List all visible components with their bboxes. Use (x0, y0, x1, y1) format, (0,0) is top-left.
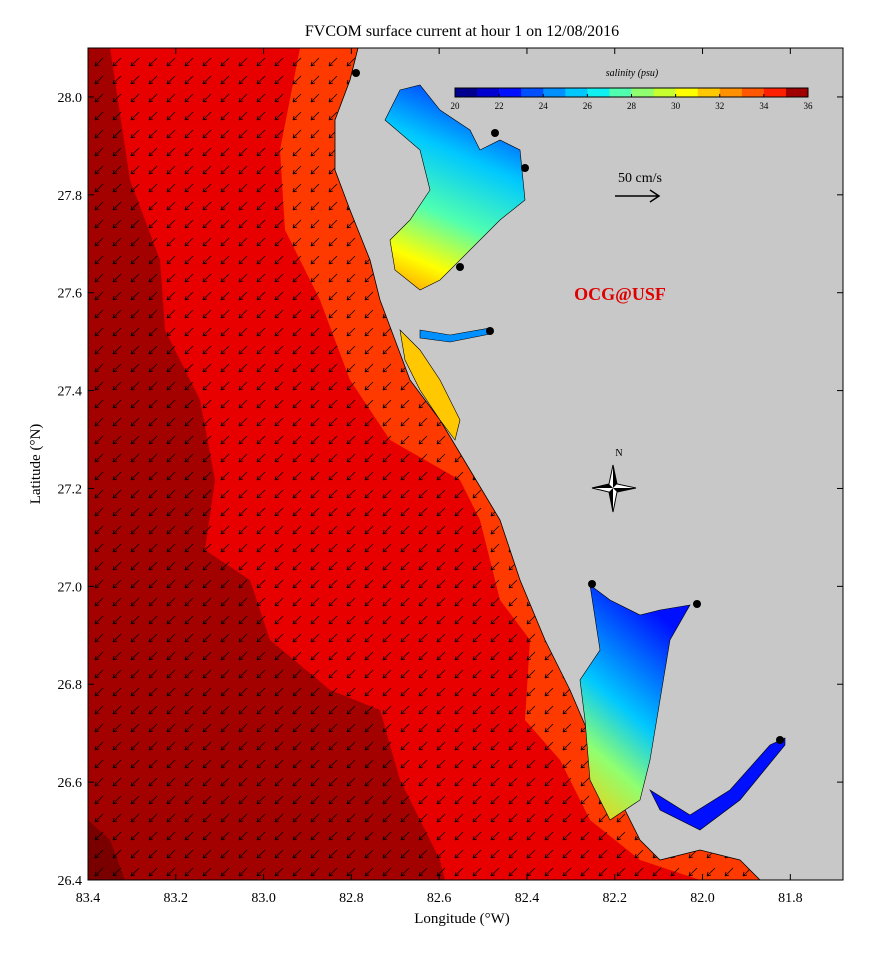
colorbar-swatch (587, 88, 610, 97)
colorbar-swatch (455, 88, 478, 97)
colorbar-tick-label: 30 (671, 101, 681, 111)
sarasota-bay (399, 329, 461, 441)
x-axis-label: Longitude (°W) (414, 911, 510, 927)
colorbar-swatch (653, 88, 676, 97)
colorbar-swatch (543, 88, 566, 97)
charlotte-harbor (579, 584, 691, 821)
colorbar-swatch (499, 88, 522, 97)
map-area (88, 48, 843, 880)
colorbar-swatch (785, 88, 809, 97)
colorbar-swatch (631, 88, 654, 97)
x-tick-label: 83.4 (76, 891, 101, 906)
colorbar-tick-label: 36 (804, 101, 814, 111)
x-tick-label: 82.8 (339, 891, 364, 906)
plot-frame (87, 47, 844, 881)
river-mouths (352, 69, 784, 744)
tampa-bay (384, 84, 526, 291)
y-tick-label: 27.2 (58, 482, 83, 497)
x-tick-label: 82.6 (427, 891, 452, 906)
scale-label: 50 cm/s (618, 171, 662, 186)
y-tick-label: 27.0 (58, 580, 83, 595)
x-tick-label: 82.4 (515, 891, 540, 906)
x-tick-label: 82.2 (602, 891, 627, 906)
x-tick-label: 83.0 (251, 891, 276, 906)
x-tick-label: 82.0 (690, 891, 715, 906)
colorbar-tick-label: 32 (715, 101, 724, 111)
credit: OCG@USF (574, 284, 666, 304)
y-tick-label: 27.4 (58, 385, 83, 400)
colorbar-label: salinity (psu) (606, 68, 659, 79)
colorbar-tick-label: 24 (539, 101, 549, 111)
colorbar-swatch (477, 88, 500, 97)
colorbar-tick-label: 20 (451, 101, 461, 111)
x-tick-label: 81.8 (778, 891, 803, 906)
north-label: N (615, 448, 622, 459)
y-tick-label: 26.8 (58, 678, 83, 693)
colorbar-swatch (675, 88, 698, 97)
colorbar-swatch (741, 88, 765, 97)
colorbar-swatch (719, 88, 743, 97)
x-tick-label: 83.2 (164, 891, 189, 906)
compass (591, 464, 637, 513)
y-tick-label: 26.6 (58, 776, 83, 791)
y-tick-label: 27.8 (58, 189, 83, 204)
colorbar-swatch (763, 88, 787, 97)
y-axis-label: Latitude (°N) (28, 424, 44, 505)
colorbar-swatch (697, 88, 721, 97)
y-tick-label: 26.4 (58, 874, 83, 889)
colorbar-swatch (521, 88, 544, 97)
colorbar-tick-label: 22 (495, 101, 504, 111)
y-tick-label: 27.6 (58, 287, 83, 302)
colorbar-tick-label: 34 (759, 101, 769, 111)
colorbar-swatch (565, 88, 588, 97)
colorbar-tick-label: 28 (627, 101, 637, 111)
scale-arrow (615, 189, 661, 203)
colorbar-tick-label: 26 (583, 101, 593, 111)
colorbar-swatch (609, 88, 632, 97)
y-tick-label: 28.0 (58, 91, 83, 106)
title: FVCOM surface current at hour 1 on 12/08… (305, 23, 619, 40)
caloosahatchee-river (649, 737, 786, 831)
